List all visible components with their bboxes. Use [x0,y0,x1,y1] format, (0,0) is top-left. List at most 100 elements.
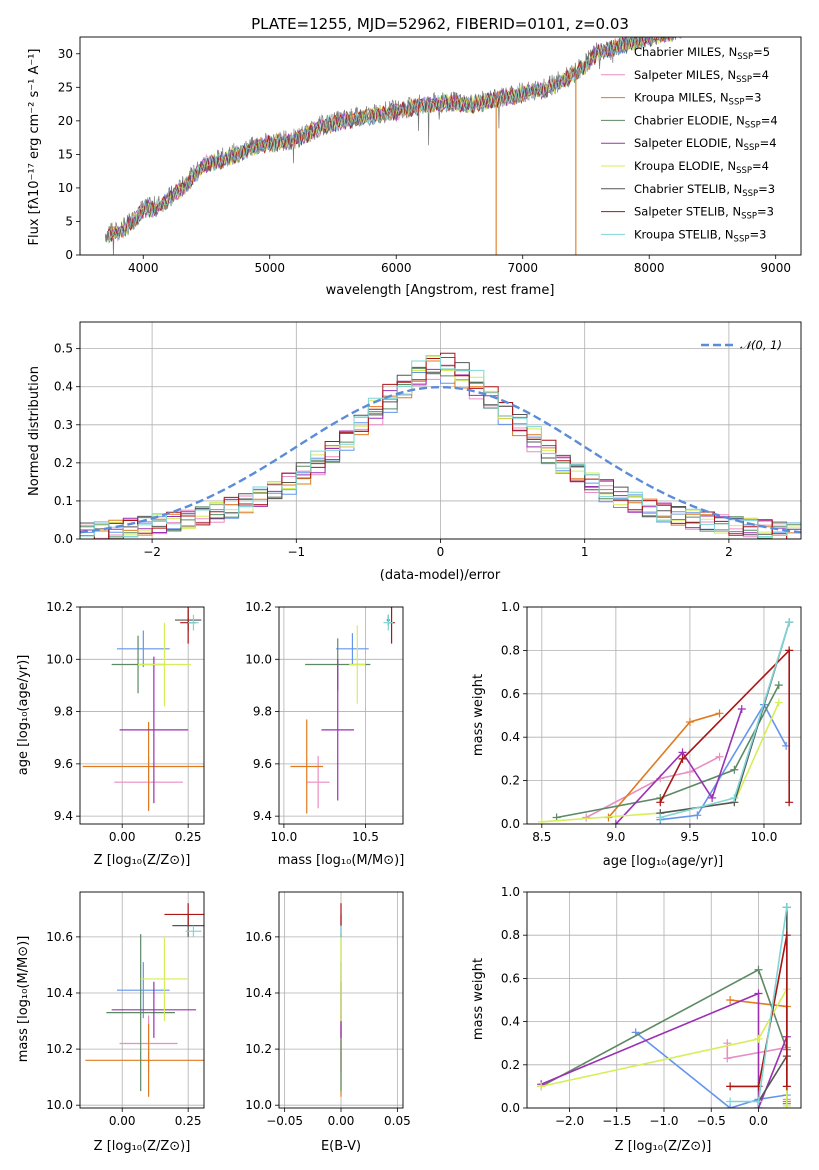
age_vs_mass-frame [278,606,404,825]
weight_vs_Z-series-marker-8-0 [726,1097,735,1106]
mass_vs_Z-ytick-label-2: 10.4 [46,986,73,1000]
spectrum-legend-label-7: Salpeter STELIB, NSSP=3 [634,205,774,222]
weight_vs_Z-series-marker-3-1 [754,965,763,974]
weight_vs_age-series-line-7 [659,648,790,803]
wZ-ylabel: mass weight [471,958,486,1040]
age_vs_mass-ytick-label-3: 10.0 [245,652,272,666]
weight_vs_age-series-marker-7-1 [678,754,687,763]
weight_vs_age-series-marker-1-2 [685,767,694,776]
residuals-ytick-label-0: 0.0 [54,532,73,546]
weight_vs_age-series-marker-0-1 [693,811,702,820]
mass_vs_Z-ytick-label-3: 10.6 [46,930,73,944]
weight_vs_age-series-marker-1-3 [715,752,724,761]
weight_vs_age-series-marker-7-0 [656,798,665,807]
spectrum-xtick-label-4: 8000 [634,261,665,275]
weight_vs_Z-series-marker-8-2 [782,903,791,912]
spectrum-ytick-label-5: 25 [58,80,73,94]
weight_vs_age-ytick-label-2: 0.4 [501,730,520,744]
weight_vs_Z-ytick-label-0: 0.0 [501,1101,520,1115]
weight_vs_age-series-marker-5-0 [537,817,546,824]
model-spectrum-line-8 [107,37,668,241]
weight_vs_age-ytick-label-5: 1.0 [501,600,520,614]
weight_vs_age-series-marker-7-3 [785,798,794,807]
spectrum-xlabel: wavelength [Angstrom, rest frame] [326,283,555,298]
mass_vs_Z-ytick-label-0: 10.0 [46,1098,73,1112]
weight_vs_age-series-line-0 [660,702,787,821]
age_vs_mass-ytick-label-0: 9.4 [253,809,272,823]
weight_vs_Z-xtick-label-2: −1.0 [649,1114,678,1128]
weight_vs_Z-series-marker-1-1 [723,1054,732,1063]
spectrum-legend-label-3: Chabrier ELODIE, NSSP=4 [634,113,778,130]
weight_vs_age-series-marker-7-2 [785,646,794,655]
spectrum-xtick-label-2: 6000 [381,261,412,275]
weight_vs_age-series-marker-8-1 [730,793,739,802]
spectrum-legend-label-5: Kroupa ELODIE, NSSP=4 [634,159,769,176]
weight_vs_age-series-marker-8-0 [656,813,665,822]
normal-reference-curve [80,385,801,534]
spectrum-frame [79,36,802,256]
weight_vs_age-ytick-label-3: 0.6 [501,687,520,701]
weight_vs_age-ytick-label-1: 0.2 [501,774,520,788]
spectrum-ytick-label-4: 20 [58,114,73,128]
residuals-ytick-label-2: 0.2 [54,456,73,470]
spectrum-legend-label-4: Salpeter ELODIE, NSSP=4 [634,136,777,153]
weight_vs_Z-series-marker-4-1 [754,989,763,998]
residuals-xtick-label-4: 2 [725,545,733,559]
ageM-xlabel: mass [log₁₀(M/M⊙)] [278,853,405,868]
weight_vs_Z-series-line-7 [730,935,788,1088]
weight_vs_Z-frame [526,891,802,1109]
weight_vs_Z-series-line-4 [540,992,788,1108]
age_vs_Z-ytick-label-3: 10.0 [46,652,73,666]
weight_vs_Z-ytick-label-4: 0.8 [501,928,520,942]
wAge-ylabel: mass weight [471,674,486,756]
residuals-panel: (data-model)/error Normed distribution −… [27,321,802,583]
spectrum-ytick-label-0: 0 [65,248,73,262]
spectrum-panel: PLATE=1255, MJD=52962, FIBERID=0101, z=0… [27,15,802,298]
residuals-xtick-label-1: −1 [287,545,305,559]
residuals-ytick-label-4: 0.4 [54,380,73,394]
weight_vs_age-series-marker-3-3 [774,681,783,690]
weight_vs_Z-series-marker-2-0 [726,996,735,1004]
mass-vs-metallicity-panel: Z [log₁₀(Z/Z⊙)] mass [log₁₀(M/M⊙)] 0.00 0… [16,891,205,1154]
weight-vs-metallicity-panel: Z [log₁₀(Z/Z⊙)] mass weight −2.0 −1.5 −1.0… [471,885,802,1154]
spectrum-legend-label-0: Chabrier MILES, NSSP=5 [634,45,770,62]
weight_vs_Z-ytick-label-1: 0.2 [501,1058,520,1072]
spectrum-xtick-label-3: 7000 [507,261,538,275]
spectrum-legend-label-6: Chabrier STELIB, NSSP=3 [634,182,775,199]
spectrum-legend-label-1: Salpeter MILES, NSSP=4 [634,68,769,85]
mass_vs_EBV-ytick-label-3: 10.6 [245,930,272,944]
age_vs_Z-ytick-label-0: 9.4 [54,809,73,823]
mass_vs_EBV-xtick-label-1: 0.00 [328,1114,355,1128]
age_vs_mass-ytick-label-2: 9.8 [253,705,272,719]
mass-vs-extinction-panel: E(B-V) −0.05 0.00 0.05 10.0 10.2 10.4 10.6 [245,891,411,1154]
weight_vs_Z-ytick-label-3: 0.6 [501,971,520,985]
ageZ-xlabel: Z [log₁₀(Z/Z⊙)] [94,853,191,868]
age_vs_mass-ytick-label-4: 10.2 [245,600,272,614]
weight_vs_Z-xtick-label-0: −2.0 [555,1114,584,1128]
mass_vs_EBV-xtick-label-2: 0.05 [384,1114,411,1128]
wZ-xlabel: Z [log₁₀(Z/Z⊙)] [615,1139,712,1154]
weight_vs_age-series-marker-2-1 [685,718,694,727]
spectrum-ylabel: Flux [fλ10⁻¹⁷ erg cm⁻² s⁻¹ A⁻¹] [27,49,42,246]
model-spectrum-line-5 [107,37,683,241]
weight_vs_age-series-marker-1-0 [582,813,591,822]
weight_vs_Z-series-marker-7-2 [782,931,791,940]
weight_vs_Z-series-marker-8-1 [754,1097,763,1106]
weight_vs_Z-xtick-label-1: −1.5 [602,1114,631,1128]
age_vs_Z-ytick-label-4: 10.2 [46,600,73,614]
mass_vs_Z-xtick-label-0: 0.00 [109,1114,136,1128]
age_vs_mass-xtick-label-1: 10.5 [352,830,379,844]
age_vs_mass-ytick-label-1: 9.6 [253,757,272,771]
residuals-xtick-label-0: −2 [143,545,161,559]
residuals-frame [79,321,802,540]
weight_vs_Z-ytick-label-5: 1.0 [501,885,520,899]
mass_vs_Z-xtick-label-1: 0.25 [175,1114,202,1128]
age_vs_Z-ytick-label-1: 9.6 [54,757,73,771]
mass_vs_EBV-ytick-label-0: 10.0 [245,1098,272,1112]
age_vs_Z-xtick-label-1: 0.25 [175,830,202,844]
weight_vs_age-series-marker-5-3 [774,698,783,707]
residuals-ytick-label-5: 0.5 [54,342,73,356]
residuals-ytick-label-3: 0.3 [54,418,73,432]
weight_vs_age-series-marker-4-0 [611,820,620,824]
